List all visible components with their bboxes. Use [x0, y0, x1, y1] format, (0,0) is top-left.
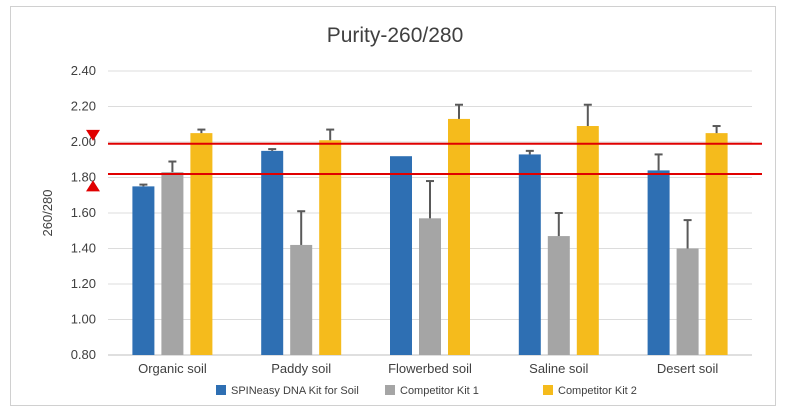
y-tick-label: 2.20 [71, 99, 96, 114]
bar [448, 118, 470, 355]
bar [319, 140, 342, 355]
legend-swatch [543, 385, 553, 395]
legend-label: Competitor Kit 1 [400, 385, 479, 397]
bar [419, 218, 441, 355]
down-triangle-marker [86, 129, 100, 141]
bar [190, 133, 213, 355]
chart-title: Purity-260/280 [327, 24, 464, 47]
bar [390, 156, 412, 355]
bar [518, 154, 541, 355]
y-tick-label: 1.20 [71, 276, 96, 291]
x-axis-categories: Organic soil Paddy soil Flowerbed soil Sali… [138, 361, 718, 376]
y-tick-label: 0.80 [71, 347, 96, 362]
bar [290, 244, 313, 355]
bar [547, 236, 570, 355]
y-tick-label: 1.60 [71, 205, 96, 220]
legend-swatch [385, 385, 395, 395]
category-label: Flowerbed soil [388, 361, 472, 376]
legend-label: Competitor Kit 2 [558, 385, 637, 397]
y-axis-label: 260/280 [40, 190, 55, 237]
bar [676, 248, 699, 355]
legend-label: SPINeasy DNA Kit for Soil [231, 385, 359, 397]
bar [576, 126, 599, 356]
reference-lines [108, 142, 762, 175]
reference-markers [86, 129, 100, 192]
legend: SPINeasy DNA Kit for Soil Competitor Kit … [216, 385, 637, 397]
category-label: Paddy soil [271, 361, 331, 376]
y-tick-label: 2.00 [71, 134, 96, 149]
category-label: Desert soil [657, 361, 719, 376]
gridlines [108, 70, 752, 356]
up-triangle-marker [86, 180, 100, 192]
y-axis-ticks: 0.80 1.00 1.20 1.40 1.60 1.80 2.00 2.20 2.40 [71, 63, 96, 362]
y-tick-label: 1.40 [71, 241, 96, 256]
category-label: Organic soil [138, 361, 207, 376]
y-tick-label: 2.40 [71, 63, 96, 78]
bar [705, 133, 728, 355]
error-bars [139, 103, 721, 249]
category-label: Saline soil [529, 361, 588, 376]
bar [161, 172, 184, 355]
bar [261, 150, 284, 355]
bar [132, 186, 155, 355]
legend-swatch [216, 385, 226, 395]
bars [132, 118, 728, 356]
y-tick-label: 1.80 [71, 170, 96, 185]
y-tick-label: 1.00 [71, 312, 96, 327]
bar [647, 170, 670, 355]
